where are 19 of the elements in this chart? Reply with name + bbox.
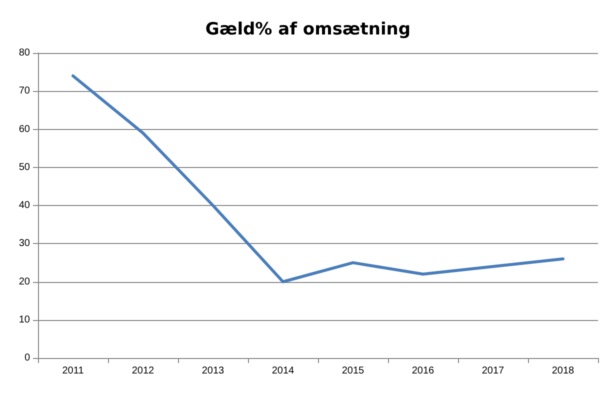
y-tick-label: 80 [18,48,30,58]
x-tick-label: 2016 [412,366,435,376]
x-tick-label: 2015 [342,366,365,376]
x-tick-label: 2012 [132,366,155,376]
y-tick-label: 30 [18,238,30,250]
x-tick-label: 2017 [482,366,505,376]
x-tick-label: 2013 [202,366,225,376]
chart-title: Gæld% af omsætning [205,20,411,40]
x-tick-label: 2014 [272,366,295,376]
x-tick-label: 2018 [552,366,575,376]
line-series [72,74,564,284]
y-tick-label: 70 [18,86,30,97]
y-tick-label: 50 [18,162,30,173]
y-tick-label: 60 [18,124,30,135]
y-tick-label: 20 [18,276,30,288]
y-tick-label: 0 [24,352,30,364]
x-tick-label: 2011 [62,366,84,376]
y-tick-label: 40 [18,200,30,211]
y-tick-label: 10 [18,314,30,326]
